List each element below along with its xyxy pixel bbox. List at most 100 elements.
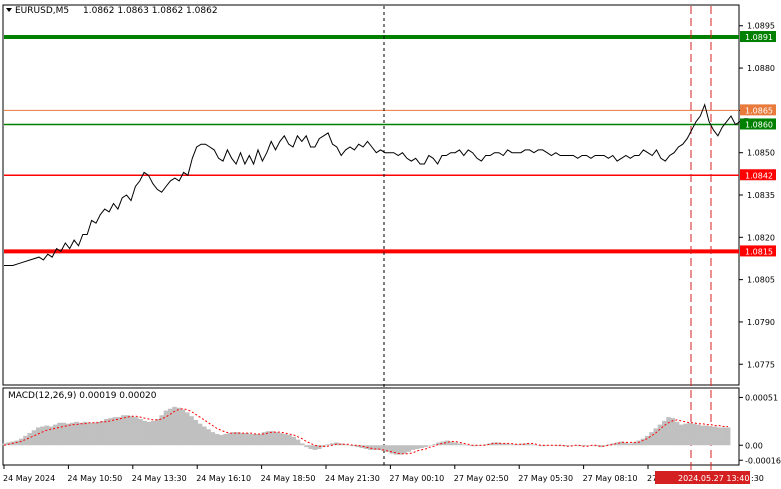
time-tick-label: 27 May 08:10	[583, 474, 638, 483]
macd-bar	[116, 417, 122, 446]
macd-bar	[615, 442, 620, 446]
macd-bar	[291, 436, 297, 446]
macd-tick-label: 0.00	[745, 441, 763, 450]
macd-bar	[640, 438, 646, 446]
time-tick-label: 24 May 16:10	[196, 474, 251, 483]
macd-bar	[14, 440, 20, 446]
macd-bar	[82, 421, 88, 446]
macd-bar	[65, 423, 71, 446]
macd-bar	[159, 415, 165, 446]
macd-bar	[644, 435, 650, 446]
price-badge	[740, 31, 776, 43]
macd-bar	[380, 445, 386, 451]
macd-bar	[657, 424, 663, 446]
macd-bar	[504, 443, 509, 446]
symbol-menu-triangle-icon[interactable]	[6, 8, 12, 12]
macd-signal-line	[3, 408, 728, 455]
macd-bar	[602, 445, 607, 447]
macd-bar	[717, 427, 722, 446]
macd-bar	[104, 419, 109, 446]
macd-bar	[547, 445, 552, 446]
macd-bar	[666, 417, 671, 446]
macd-bar	[99, 420, 105, 446]
macd-bar	[406, 445, 412, 452]
macd-bar	[308, 445, 314, 449]
price-panel-frame	[2, 4, 740, 386]
macd-bar	[466, 445, 471, 446]
time-tick-label: 24 May 18:50	[261, 474, 316, 483]
macd-bar	[121, 415, 126, 446]
macd-bar	[704, 425, 710, 446]
macd-bar	[636, 440, 641, 446]
macd-bar	[240, 433, 245, 446]
macd-bar	[74, 421, 79, 446]
macd-bar	[163, 410, 169, 446]
current-time-badge	[655, 471, 750, 484]
macd-bar	[185, 412, 190, 446]
macd-bar	[231, 432, 237, 446]
macd-bar	[627, 443, 633, 446]
price-tick-label: 1.0895	[747, 22, 775, 31]
macd-bar	[696, 424, 701, 446]
macd-bar	[248, 434, 254, 446]
macd-bar	[91, 422, 96, 446]
last-time-tick-fragment: :30	[751, 474, 764, 483]
macd-bar	[95, 421, 101, 446]
macd-bar	[214, 434, 220, 446]
macd-bar	[440, 441, 446, 446]
macd-bar	[278, 433, 284, 446]
macd-bar	[18, 438, 24, 446]
macd-bar	[457, 443, 463, 446]
macd-bar	[419, 445, 424, 449]
macd-bar	[236, 432, 241, 446]
macd-bar	[432, 444, 437, 446]
macd-bar	[674, 421, 680, 446]
current-time-label: 2024.05.27 13:40	[678, 474, 749, 483]
macd-bar	[495, 442, 501, 446]
time-tick-label: 24 May 13:30	[132, 474, 187, 483]
macd-bar	[619, 441, 624, 446]
price-tick-label: 1.0790	[747, 318, 775, 327]
macd-bar	[355, 445, 360, 448]
macd-bar	[61, 422, 67, 446]
macd-bar	[397, 445, 403, 455]
macd-bar	[559, 445, 565, 447]
macd-bar	[317, 445, 322, 449]
macd-bar	[453, 442, 458, 446]
macd-bar	[52, 424, 58, 446]
macd-bar	[44, 425, 50, 446]
macd-bar	[257, 434, 262, 446]
macd-bar	[679, 424, 684, 446]
price-tick-label: 1.0775	[747, 360, 775, 369]
macd-bar	[444, 440, 450, 446]
macd-bar	[197, 423, 203, 446]
macd-bar	[87, 422, 92, 446]
macd-bar	[265, 431, 271, 446]
macd-bar	[508, 444, 514, 446]
macd-bar	[436, 442, 441, 446]
macd-bar	[423, 445, 429, 448]
macd-bar	[393, 445, 399, 455]
price-badges: 1.0891 1.0865 1.0860 1.0842 1.0815	[740, 31, 776, 257]
macd-bar	[542, 445, 548, 447]
macd-bar	[363, 445, 369, 449]
macd-bar	[193, 419, 199, 446]
macd-bar	[227, 433, 233, 446]
macd-bar	[282, 434, 288, 446]
macd-bar	[176, 407, 182, 446]
time-tick-label: 27 May 05:30	[518, 474, 573, 483]
price-tick-label: 1.0835	[747, 191, 775, 200]
macd-bar	[342, 444, 348, 446]
macd-bar	[150, 420, 156, 446]
macd-bar	[48, 426, 54, 446]
macd-bar	[525, 443, 531, 446]
macd-tick-label: 0.00051	[745, 393, 778, 402]
macd-bar	[172, 406, 177, 446]
macd-bar	[57, 422, 62, 446]
macd-bar	[40, 426, 45, 446]
macd-bar	[219, 434, 224, 446]
macd-bar	[261, 432, 267, 446]
macd-bar	[129, 416, 135, 446]
macd-bar	[564, 445, 569, 447]
